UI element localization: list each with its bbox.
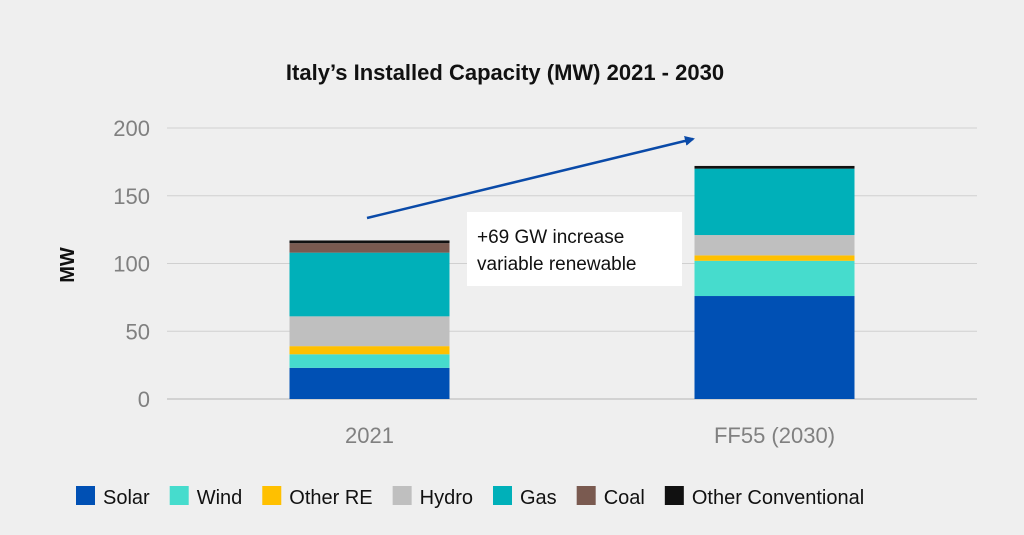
x-axis-ticks: 2021 FF55 (2030) [345, 423, 835, 448]
x-tick-label: 2021 [345, 423, 394, 448]
legend-item-hydro: Hydro [392, 486, 473, 509]
y-tick-label: 100 [113, 252, 150, 277]
bar-segment-gas [694, 168, 855, 236]
bar-segment-solar [289, 367, 450, 399]
legend-item-coal: Coal [576, 486, 645, 509]
legend-label: Gas [520, 487, 557, 509]
increase-arrow [366, 136, 695, 220]
legend-label: Coal [604, 487, 645, 509]
legend-swatch [392, 486, 412, 505]
legend-swatch [169, 486, 189, 505]
legend-label: Hydro [420, 487, 473, 509]
chart-title: Italy’s Installed Capacity (MW) 2021 - 2… [286, 60, 724, 85]
bar-segment-wind [289, 354, 450, 368]
y-tick-label: 50 [126, 319, 150, 344]
legend-item-other-conventional: Other Conventional [664, 486, 864, 509]
legend-label: Other RE [289, 487, 372, 509]
bar-segment-hydro [694, 235, 855, 256]
legend-label: Solar [103, 487, 150, 509]
annotation-background [467, 212, 682, 286]
bar-stack [694, 165, 855, 399]
legend-swatch [493, 486, 512, 505]
y-tick-label: 200 [113, 116, 150, 141]
legend-item-other-re: Other RE [262, 486, 373, 509]
y-tick-label: 150 [113, 184, 150, 209]
legend-item-gas: Gas [493, 486, 557, 509]
bar-segment-other-conventional [289, 240, 450, 244]
bar-segment-solar [694, 296, 855, 399]
legend-label: Wind [197, 487, 243, 509]
bar-segment-other-conventional [694, 165, 855, 169]
y-axis-ticks: 0 50 100 150 200 [113, 116, 150, 412]
bar-segment-gas [289, 252, 450, 317]
annotation-box: +69 GW increase variable renewable [467, 212, 682, 286]
legend-label: Other Conventional [692, 487, 864, 509]
y-axis-label: MW [57, 247, 79, 283]
annotation-line-1: +69 GW increase [477, 227, 624, 248]
bar-segment-other-re [694, 255, 855, 261]
bars [289, 165, 855, 399]
annotation-line-2: variable renewable [477, 254, 637, 275]
legend-swatch [76, 486, 95, 505]
bar-segment-other-re [289, 346, 450, 355]
bar-segment-wind [694, 260, 855, 297]
x-tick-label: FF55 (2030) [714, 423, 835, 448]
y-tick-label: 0 [138, 387, 150, 412]
legend: Solar Wind Other RE Hydro Gas Coal Other Conve… [76, 486, 864, 509]
bar-segment-hydro [289, 316, 450, 347]
legend-item-wind: Wind [169, 486, 243, 509]
bar-stack [289, 240, 450, 399]
legend-swatch [664, 486, 684, 505]
legend-swatch [262, 486, 282, 505]
legend-swatch [576, 486, 596, 505]
bar-segment-coal [289, 243, 450, 253]
legend-item-solar: Solar [76, 486, 150, 509]
